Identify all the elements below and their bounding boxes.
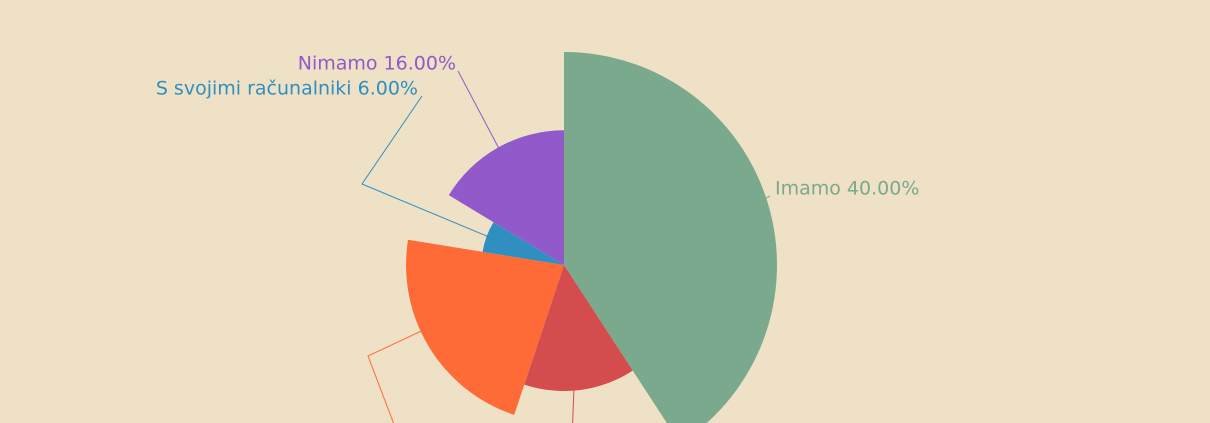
leader-line-5: [457, 70, 509, 166]
slice-label-5: Nimamo 16.00%: [298, 53, 456, 75]
leader-line-3: [367, 308, 468, 423]
slice-label-4: S svojimi računalniki 6.00%: [156, 78, 418, 100]
pie-slice-1[interactable]: [564, 52, 777, 423]
leader-line-4: [361, 95, 499, 242]
leader-line-1: [737, 195, 771, 214]
pie-slice-4[interactable]: [482, 222, 564, 265]
pie-slice-3[interactable]: [406, 239, 564, 415]
slice-label-1: Imamo 40.00%: [775, 178, 919, 200]
pie-slice-5[interactable]: [448, 130, 564, 265]
pie-slice-2[interactable]: [524, 265, 633, 392]
leader-line-2: [572, 359, 579, 423]
